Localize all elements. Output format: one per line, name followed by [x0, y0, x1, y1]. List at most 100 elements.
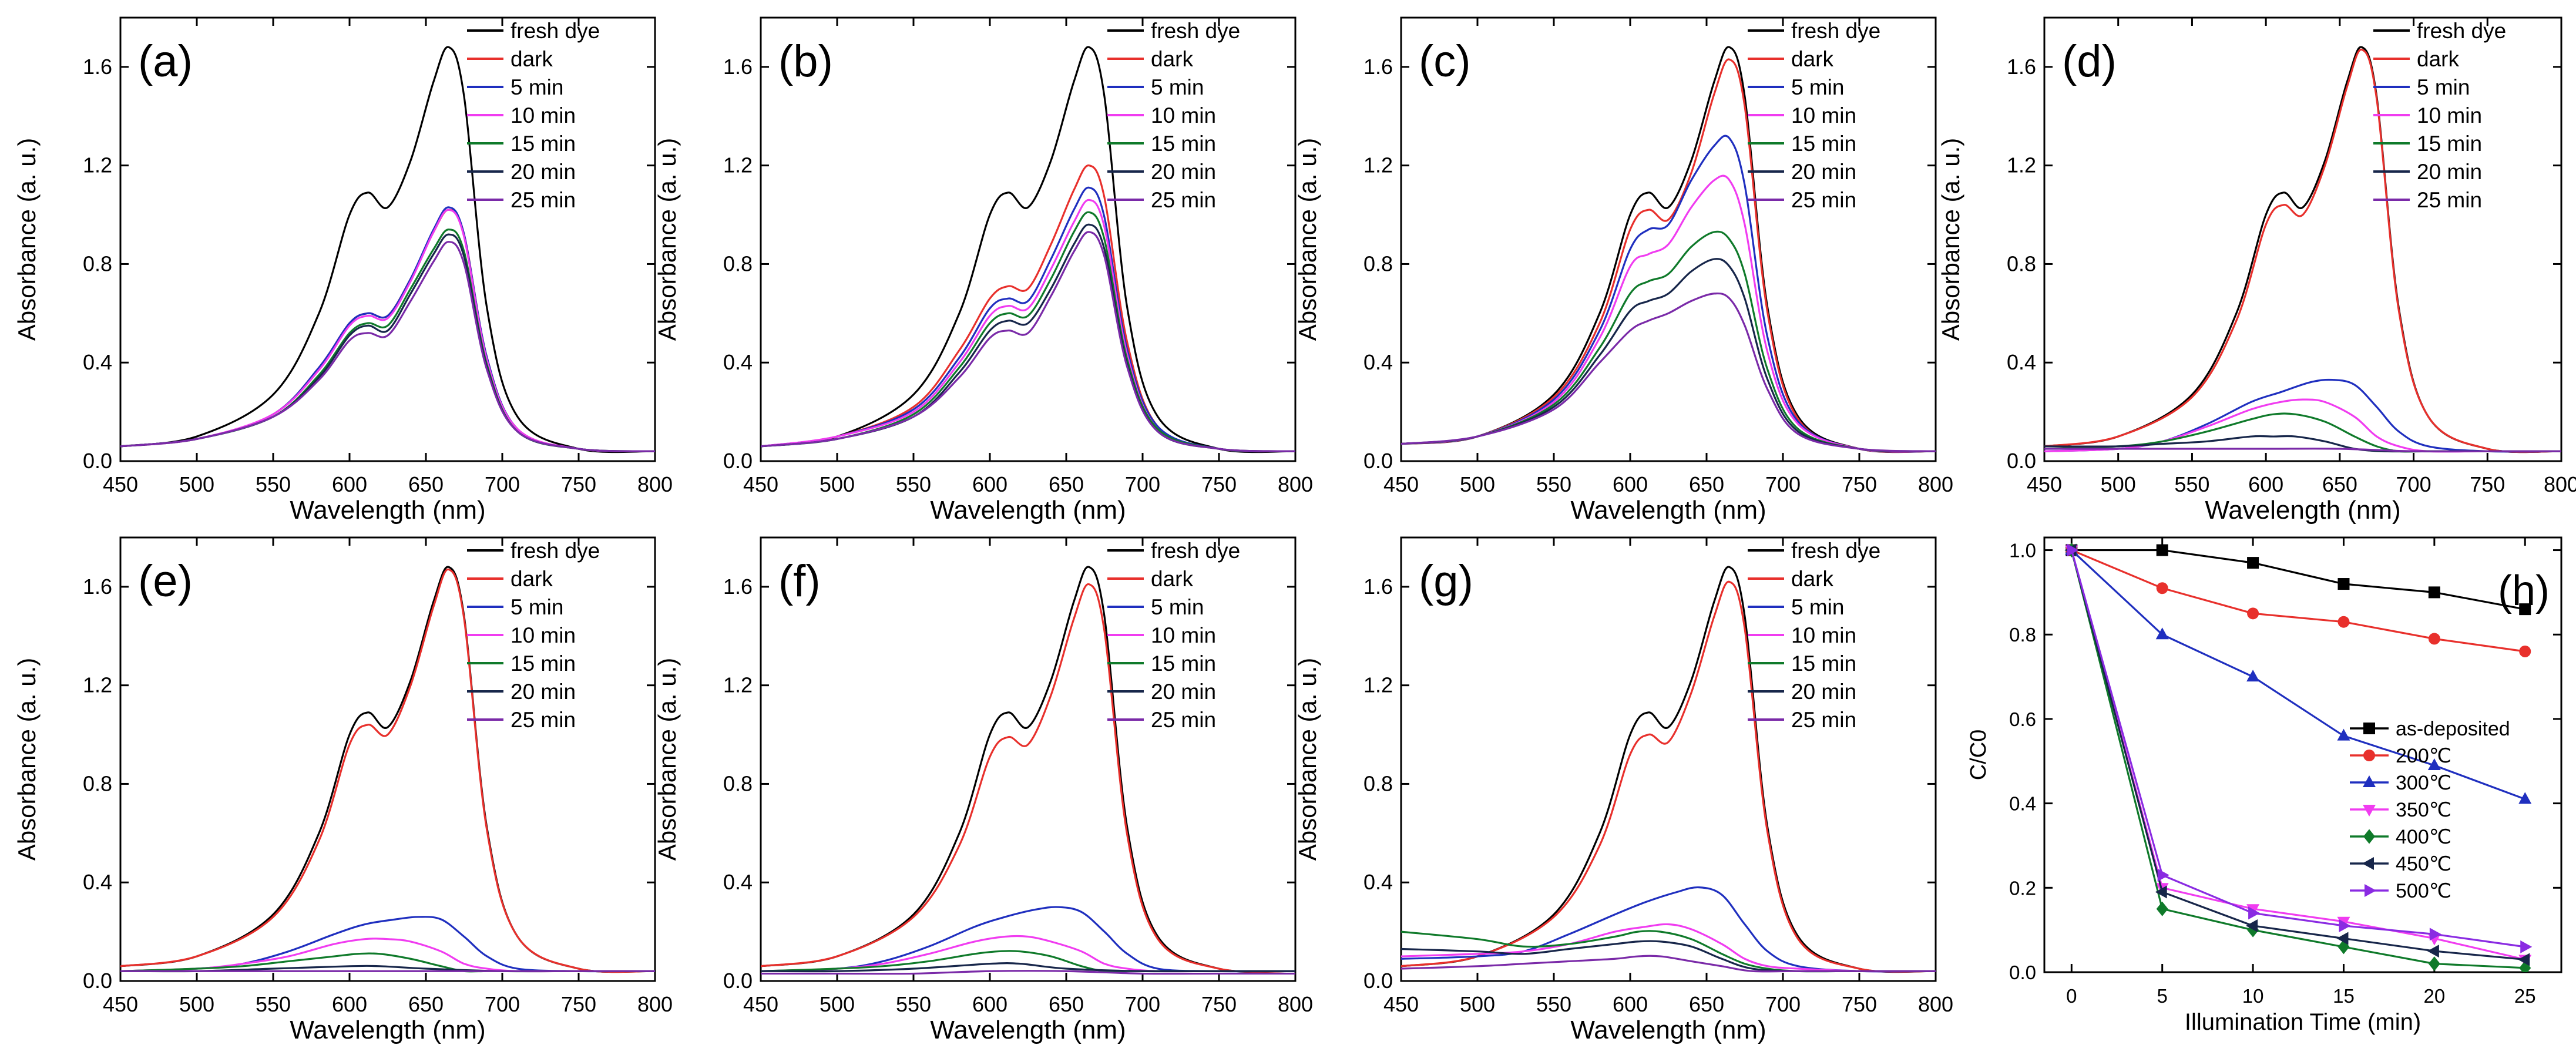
y-tick-label: 0.0: [2009, 962, 2036, 983]
y-tick-label: 1.2: [1363, 673, 1393, 697]
x-tick-label: 800: [2544, 472, 2576, 496]
legend-label: 20 min: [1791, 160, 1856, 184]
x-tick-label: 750: [561, 472, 596, 496]
x-tick-label: 750: [1842, 472, 1877, 496]
axes-frame: [119, 536, 656, 982]
data-point: [2429, 928, 2441, 941]
x-tick-label: 700: [485, 472, 520, 496]
legend-label: 350℃: [2396, 799, 2451, 821]
y-tick-label: 1.2: [83, 673, 112, 697]
x-axis-label: Wavelength (nm): [290, 496, 485, 525]
series-line-dark: [120, 568, 655, 973]
y-tick-label: 0.4: [723, 350, 753, 374]
y-axis-label: C/C0: [1966, 730, 1991, 781]
legend-label: dark: [2417, 47, 2459, 71]
panel-e: 450 500 550 600 650 700 750 800 0.0 0.4 0.8 1.2 1.6 W…: [13, 536, 673, 1044]
axes-frame: [2043, 536, 2562, 973]
legend-label: 20 min: [1791, 680, 1856, 704]
x-tick-label: 600: [1613, 472, 1648, 496]
series-line-25-min: [761, 231, 1295, 452]
legend-label: 5 min: [1151, 595, 1204, 619]
y-tick-label: 1.2: [723, 153, 753, 177]
x-tick-label: 600: [972, 992, 1007, 1016]
series-line-5-min: [761, 906, 1295, 973]
x-tick-label: 500: [179, 992, 214, 1016]
x-tick-label: 700: [1125, 472, 1160, 496]
y-tick-label: 0.4: [2007, 350, 2036, 374]
y-tick-label: 0.8: [83, 771, 112, 795]
x-tick-label: 500: [2101, 472, 2136, 496]
x-axis-label: Wavelength (nm): [2205, 496, 2400, 525]
data-point: [2428, 956, 2440, 972]
legend-label: 500℃: [2396, 880, 2451, 902]
data-point: [2067, 543, 2079, 557]
y-tick-label: 1.6: [83, 574, 112, 599]
legend-label: dark: [1151, 47, 1193, 71]
legend-marker: [2365, 884, 2376, 897]
data-point: [2156, 901, 2168, 916]
panel-label: (f): [778, 556, 821, 606]
legend-label: 10 min: [1791, 103, 1856, 127]
series-line-20-min: [120, 233, 655, 452]
x-tick-label: 10: [2242, 985, 2264, 1007]
series-line-fresh-dye: [761, 566, 1295, 973]
y-tick-label: 0.2: [2009, 877, 2036, 899]
series-line-1: [2071, 549, 2525, 653]
legend-label: 20 min: [511, 680, 576, 704]
legend-label: 15 min: [511, 651, 576, 676]
legend-label: fresh dye: [1151, 539, 1240, 563]
panel-f: 450 500 550 600 650 700 750 800 0.0 0.4 0.8 1.2 1.6 W…: [653, 536, 1313, 1044]
x-tick-label: 800: [1918, 472, 1953, 496]
x-tick-label: 650: [1049, 992, 1084, 1016]
y-axis-label: Absorbance (a. u.): [653, 138, 681, 341]
series-line-10-min: [120, 209, 655, 452]
axes-frame: [760, 536, 1297, 982]
y-tick-label: 0.8: [1363, 251, 1393, 275]
y-tick-label: 0.0: [83, 969, 112, 993]
panel-a: 450 500 550 600 650 700 750 800 0.0 0.4 0.8 1.2 1.6 W…: [13, 16, 673, 525]
legend-label: 5 min: [511, 75, 563, 99]
y-tick-label: 0.0: [723, 449, 753, 473]
x-tick-label: 600: [1613, 992, 1648, 1016]
legend-label: 5 min: [1151, 75, 1204, 99]
data-point: [2428, 633, 2440, 645]
x-axis-label: Wavelength (nm): [290, 1016, 485, 1044]
x-tick-label: 600: [332, 472, 367, 496]
axes-frame: [760, 16, 1297, 462]
y-tick-label: 1.6: [1363, 574, 1393, 599]
legend-label: 15 min: [511, 132, 576, 156]
series-line-25-min: [1401, 955, 1936, 973]
x-tick-label: 600: [2248, 472, 2283, 496]
x-tick-label: 550: [896, 992, 931, 1016]
panel-label: (c): [1419, 36, 1471, 86]
legend-label: fresh dye: [2417, 19, 2506, 43]
x-tick-label: 500: [179, 472, 214, 496]
legend-label: 10 min: [1151, 623, 1216, 647]
legend-label: 10 min: [1151, 103, 1216, 127]
x-axis-label: Illumination Time (min): [2185, 1009, 2421, 1035]
legend-label: 25 min: [511, 708, 576, 732]
series-line-4: [2070, 550, 2525, 969]
data-point: [2337, 578, 2350, 590]
x-tick-label: 450: [2027, 472, 2062, 496]
series-line-5-min: [761, 186, 1295, 453]
legend-label: 5 min: [511, 595, 563, 619]
series-line-25-min: [761, 970, 1295, 975]
legend-label: 25 min: [1151, 708, 1216, 732]
x-tick-label: 450: [743, 472, 778, 496]
legend-label: 25 min: [1151, 188, 1216, 212]
data-point: [2428, 586, 2440, 599]
data-point: [2247, 557, 2259, 569]
x-axis-label: Wavelength (nm): [1570, 496, 1766, 525]
y-axis-label: Absorbance (a. u.): [1294, 138, 1321, 341]
y-tick-label: 0.6: [2009, 708, 2036, 730]
legend-label: 300℃: [2396, 772, 2451, 794]
series-line-25-min: [2044, 448, 2561, 453]
legend-marker: [2362, 857, 2374, 870]
x-tick-label: 800: [1278, 992, 1313, 1016]
legend-label: fresh dye: [1791, 539, 1880, 563]
panel-g: 450 500 550 600 650 700 750 800 0.0 0.4 0.8 1.2 1.6 W…: [1294, 536, 1953, 1044]
data-point: [2519, 645, 2531, 657]
x-axis-label: Wavelength (nm): [1570, 1016, 1766, 1044]
y-axis-label: Absorbance (a. u.): [13, 138, 41, 341]
